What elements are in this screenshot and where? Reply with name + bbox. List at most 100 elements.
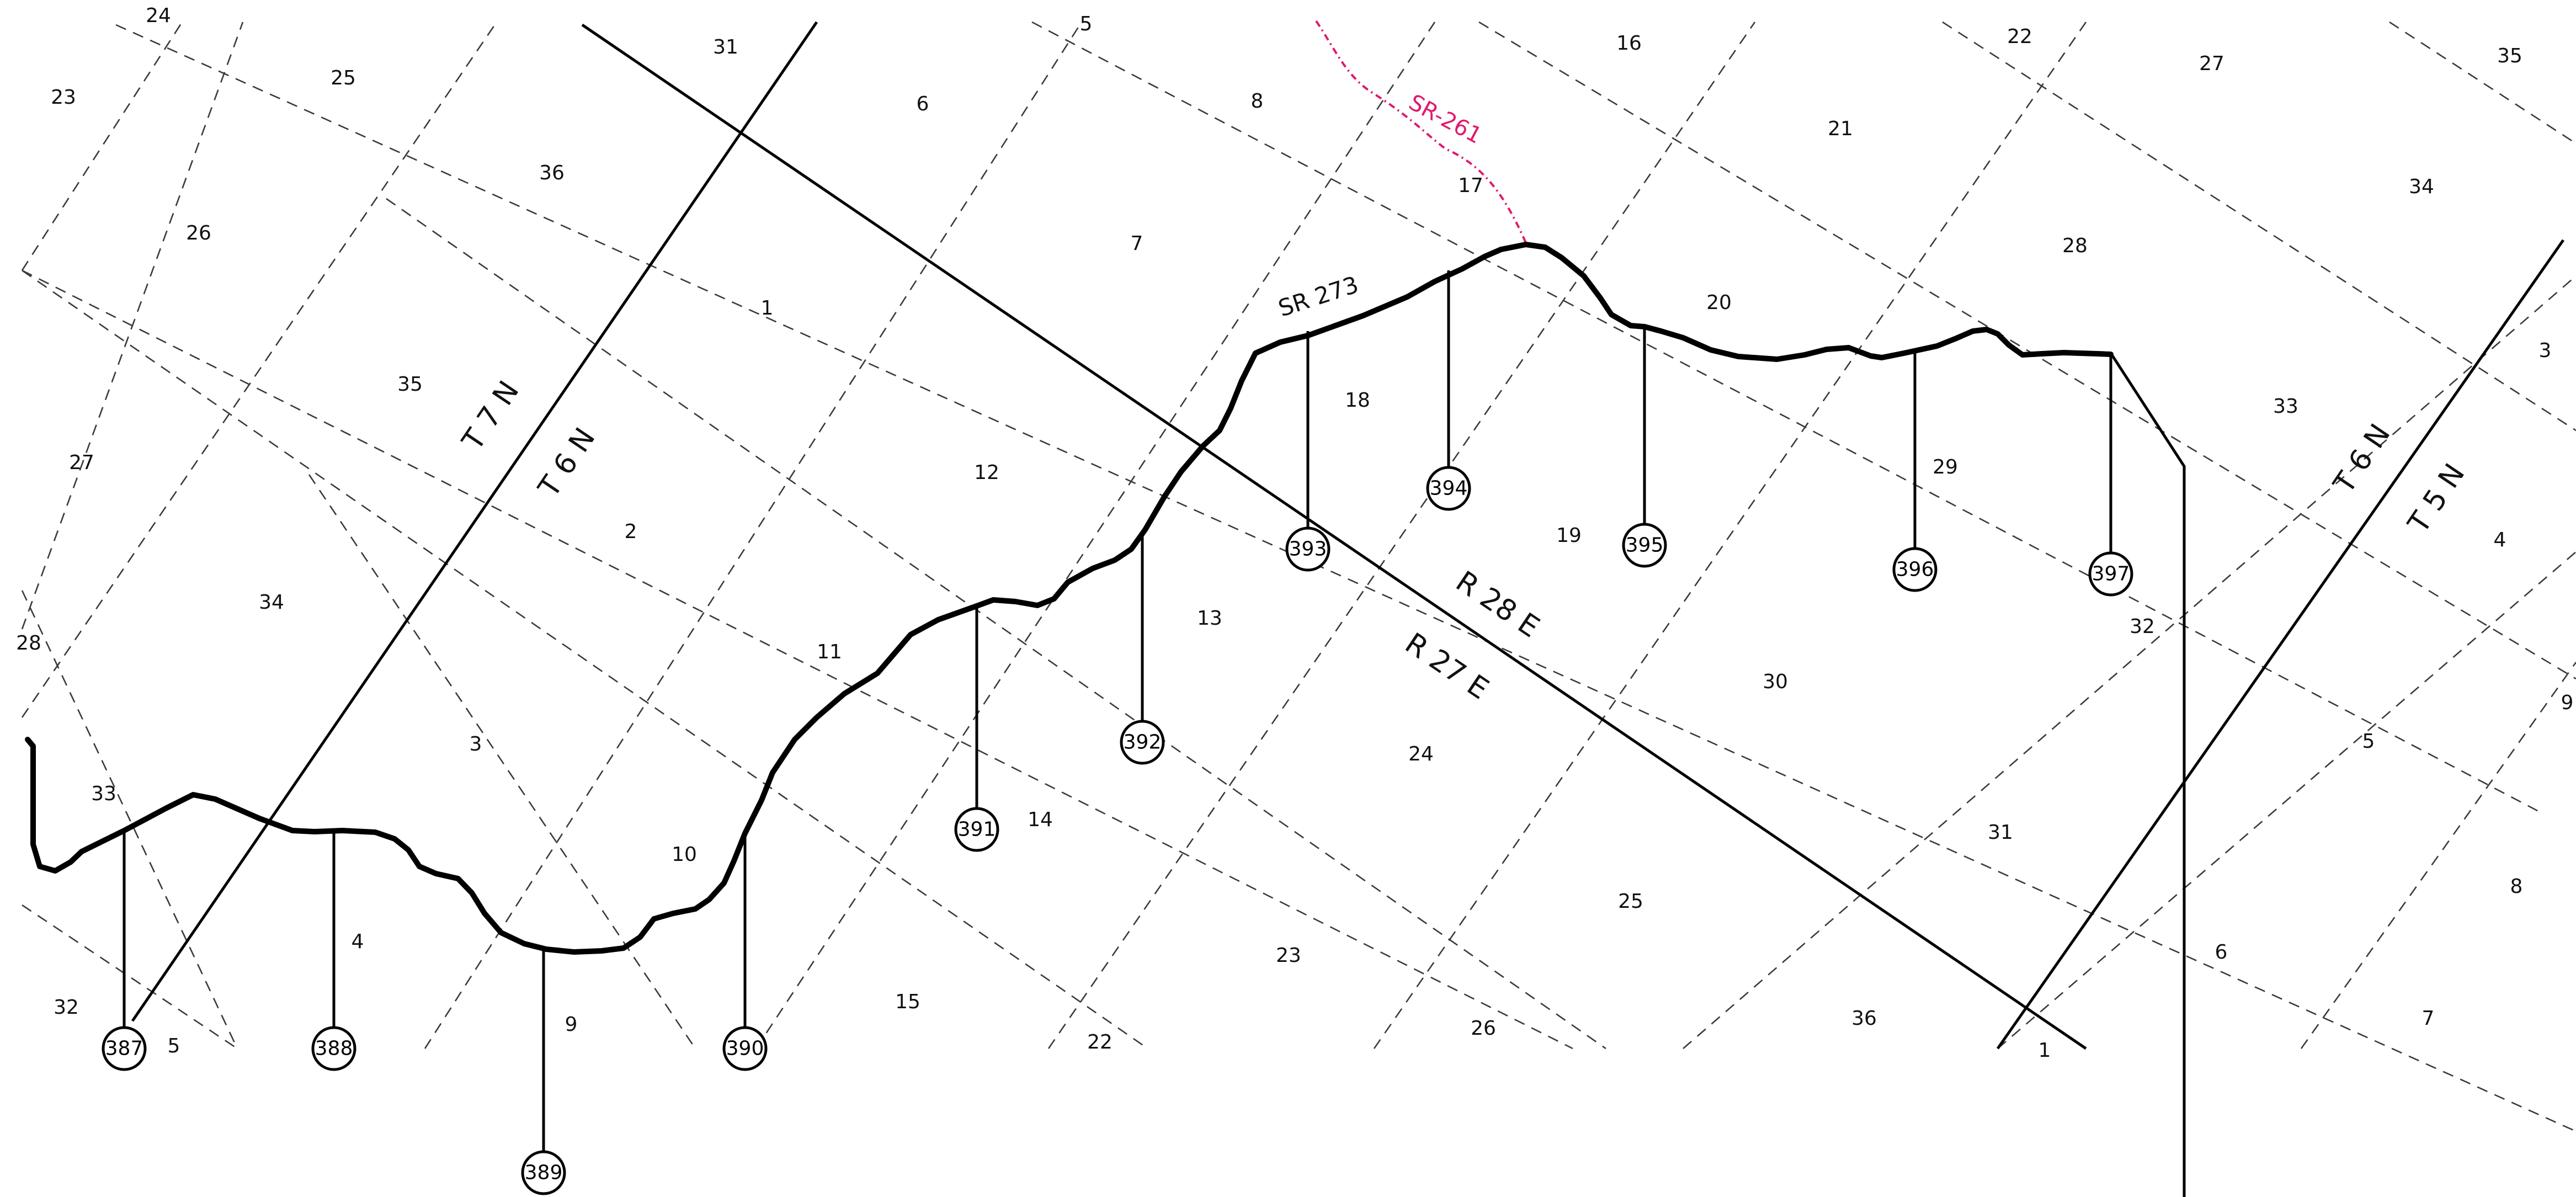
section-label: 20 bbox=[1706, 291, 1732, 314]
sr-261-road bbox=[1315, 20, 1527, 243]
section-label: 19 bbox=[1556, 524, 1582, 547]
marker-leaders bbox=[123, 270, 2112, 1159]
section-label: 24 bbox=[146, 4, 171, 27]
section-label: 31 bbox=[1988, 821, 2013, 844]
township-boundary-east bbox=[1996, 239, 2565, 1050]
section-label: 9 bbox=[565, 1013, 578, 1036]
survey-boundaries bbox=[131, 21, 2565, 1197]
section-label: 1 bbox=[761, 297, 774, 320]
milepost-marker: 395 bbox=[1622, 523, 1667, 568]
section-label: 28 bbox=[16, 632, 41, 655]
county-line bbox=[2109, 352, 2186, 1197]
milepost-number: 391 bbox=[958, 818, 996, 841]
milepost-number: 395 bbox=[1626, 534, 1664, 557]
section-label: 15 bbox=[895, 991, 920, 1013]
range-label-r28e: R 28 E bbox=[1450, 565, 1545, 645]
section-label: 27 bbox=[2199, 52, 2224, 75]
section-label: 14 bbox=[1028, 808, 1053, 831]
section-label: 5 bbox=[1080, 13, 1093, 35]
section-label: 22 bbox=[2007, 25, 2032, 48]
section-labels: 24 23 25 26 36 35 27 34 28 33 32 5 31 6 … bbox=[16, 4, 2573, 1062]
sr-273-road bbox=[25, 242, 2114, 955]
section-label: 33 bbox=[91, 783, 116, 805]
township-label-t7n: T 7 N bbox=[456, 375, 526, 457]
section-label: 36 bbox=[1851, 1007, 1877, 1030]
section-label: 16 bbox=[1616, 32, 1642, 55]
section-label: 25 bbox=[331, 67, 356, 89]
section-label: 4 bbox=[352, 930, 364, 953]
section-label: 33 bbox=[2273, 395, 2298, 418]
milepost-marker: 396 bbox=[1892, 547, 1938, 592]
section-label: 35 bbox=[2497, 45, 2522, 67]
section-label: 23 bbox=[51, 86, 76, 109]
section-label: 23 bbox=[1276, 944, 1301, 967]
milepost-number: 396 bbox=[1896, 558, 1934, 581]
section-label: 6 bbox=[2215, 941, 2228, 964]
section-label: 27 bbox=[69, 451, 94, 474]
milepost-number: 393 bbox=[1289, 538, 1327, 561]
section-label: 26 bbox=[186, 222, 211, 244]
section-label: 32 bbox=[2130, 615, 2155, 638]
milepost-marker: 391 bbox=[954, 807, 999, 852]
milepost-number: 397 bbox=[2092, 563, 2130, 586]
section-label: 21 bbox=[1828, 118, 1853, 140]
milepost-marker: 387 bbox=[102, 1026, 147, 1071]
section-label: 11 bbox=[817, 641, 842, 663]
section-label: 29 bbox=[1933, 456, 1958, 478]
section-label: 5 bbox=[2362, 730, 2375, 753]
township-range-labels: T 7 N T 6 N T 6 N T 5 N R 28 E R 27 E bbox=[456, 375, 2472, 706]
section-label: 9 bbox=[2561, 691, 2574, 714]
section-label: 3 bbox=[2539, 339, 2552, 362]
milepost-number: 390 bbox=[726, 1038, 764, 1060]
section-label: 12 bbox=[974, 461, 999, 484]
range-boundary bbox=[581, 23, 2087, 1050]
sr-261-label: SR-261 bbox=[1404, 90, 1486, 149]
range-label-r27e: R 27 E bbox=[1399, 627, 1494, 706]
section-label: 8 bbox=[1251, 90, 1264, 113]
section-label: 30 bbox=[1763, 671, 1788, 693]
section-label: 3 bbox=[470, 733, 482, 756]
milepost-number: 387 bbox=[105, 1038, 143, 1060]
township-label-t5n: T 5 N bbox=[2402, 458, 2472, 540]
section-label: 1 bbox=[2039, 1039, 2051, 1062]
sr-273-label: SR 273 bbox=[1275, 271, 1361, 322]
section-label: 7 bbox=[2422, 1007, 2435, 1030]
township-label-t6n-west: T 6 N bbox=[532, 422, 602, 504]
milepost-marker: 392 bbox=[1120, 720, 1165, 765]
milepost-number: 394 bbox=[1430, 477, 1468, 500]
section-label: 18 bbox=[1345, 389, 1370, 412]
milepost-marker: 388 bbox=[311, 1026, 356, 1071]
milepost-marker: 397 bbox=[2088, 551, 2133, 597]
milepost-marker: 390 bbox=[722, 1026, 768, 1071]
section-label: 32 bbox=[54, 996, 79, 1019]
section-label: 8 bbox=[2510, 875, 2523, 898]
milepost-number: 392 bbox=[1124, 731, 1162, 754]
milepost-marker: 393 bbox=[1285, 526, 1330, 572]
section-label: 26 bbox=[1471, 1017, 1496, 1040]
section-label: 7 bbox=[1131, 232, 1143, 255]
section-label: 6 bbox=[917, 93, 929, 115]
section-grid bbox=[21, 21, 2576, 1132]
section-label: 36 bbox=[539, 162, 565, 184]
section-label: 5 bbox=[168, 1035, 180, 1057]
section-label: 2 bbox=[625, 520, 637, 543]
section-label: 4 bbox=[2494, 529, 2506, 551]
section-label: 35 bbox=[397, 373, 423, 396]
township-label-t6n-east: T 6 N bbox=[2327, 418, 2397, 500]
section-label: 25 bbox=[1618, 890, 1643, 913]
section-label: 28 bbox=[2062, 235, 2088, 257]
section-label: 34 bbox=[2409, 175, 2434, 198]
section-label: 10 bbox=[672, 843, 697, 866]
section-label: 34 bbox=[259, 591, 284, 614]
milepost-number: 389 bbox=[525, 1162, 563, 1184]
section-label: 13 bbox=[1197, 607, 1222, 630]
township-boundary-west bbox=[131, 21, 818, 1022]
section-label: 22 bbox=[1087, 1031, 1113, 1054]
section-label: 24 bbox=[1408, 743, 1434, 765]
section-label: 31 bbox=[713, 36, 738, 58]
milepost-marker: 394 bbox=[1426, 466, 1471, 511]
section-label: 17 bbox=[1458, 174, 1483, 197]
milepost-number: 388 bbox=[315, 1038, 353, 1060]
milepost-marker: 389 bbox=[521, 1150, 566, 1195]
